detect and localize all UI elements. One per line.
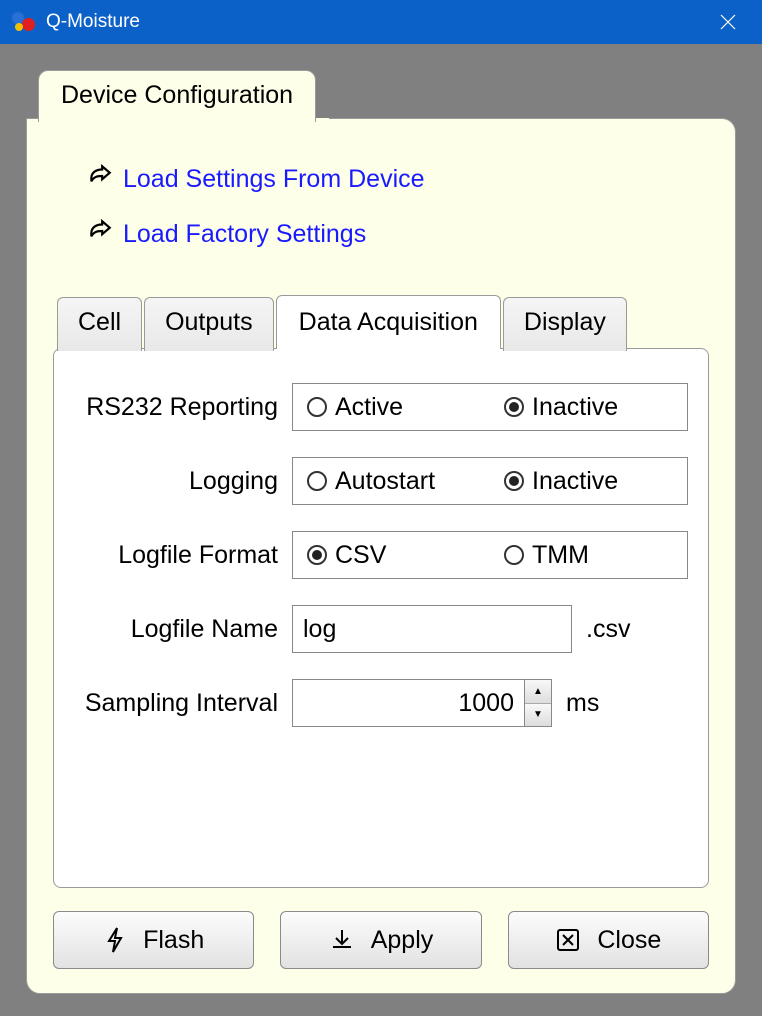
row-logname: Logfile Name .csv: [74, 605, 688, 653]
close-label: Close: [597, 926, 661, 955]
download-icon: [329, 927, 355, 953]
spinner-down-button[interactable]: ▼: [525, 704, 551, 727]
load-from-device-link[interactable]: Load Settings From Device: [87, 163, 709, 196]
client-area: Device Configuration Load Settings From …: [0, 44, 762, 1016]
logging-radio-group: Autostart Inactive: [292, 457, 688, 505]
logging-autostart-label: Autostart: [335, 467, 435, 496]
button-bar: Flash Apply Close: [53, 911, 709, 969]
outer-tab-panel: Device Configuration Load Settings From …: [26, 70, 736, 994]
load-factory-label: Load Factory Settings: [123, 220, 366, 249]
titlebar: Q-Moisture: [0, 0, 762, 44]
sampling-suffix: ms: [566, 689, 599, 718]
window: Q-Moisture Device Configuration Load Set…: [0, 0, 762, 1016]
rs232-label: RS232 Reporting: [74, 393, 292, 422]
flash-icon: [103, 926, 127, 954]
radio-icon: [307, 397, 327, 417]
flash-label: Flash: [143, 926, 204, 955]
radio-icon: [504, 471, 524, 491]
logging-inactive-label: Inactive: [532, 467, 618, 496]
inner-tab-panel: Cell Outputs Data Acquisition Display RS…: [53, 295, 709, 889]
radio-icon: [504, 545, 524, 565]
logformat-csv-label: CSV: [335, 541, 386, 570]
rs232-radio-active[interactable]: Active: [293, 393, 490, 422]
tab-device-configuration[interactable]: Device Configuration: [38, 70, 316, 122]
row-logformat: Logfile Format CSV TMM: [74, 531, 688, 579]
logging-radio-autostart[interactable]: Autostart: [293, 467, 490, 496]
logformat-label: Logfile Format: [74, 541, 292, 570]
apply-button[interactable]: Apply: [280, 911, 481, 969]
load-factory-link[interactable]: Load Factory Settings: [87, 218, 709, 251]
close-icon: [720, 14, 736, 30]
close-window-button[interactable]: [706, 0, 750, 44]
logformat-radio-tmm[interactable]: TMM: [490, 541, 687, 570]
inner-tab-body: RS232 Reporting Active Inactive: [53, 348, 709, 888]
app-icon: [12, 10, 36, 34]
logformat-radio-csv[interactable]: CSV: [293, 541, 490, 570]
flash-button[interactable]: Flash: [53, 911, 254, 969]
logging-label: Logging: [74, 467, 292, 496]
rs232-radio-group: Active Inactive: [292, 383, 688, 431]
rs232-radio-inactive[interactable]: Inactive: [490, 393, 687, 422]
tab-data-acquisition[interactable]: Data Acquisition: [276, 295, 501, 349]
rs232-inactive-label: Inactive: [532, 393, 618, 422]
tab-display[interactable]: Display: [503, 297, 627, 351]
sampling-spinner: ▲ ▼: [292, 679, 552, 727]
spinner-up-button[interactable]: ▲: [525, 680, 551, 704]
logname-suffix: .csv: [586, 615, 630, 644]
window-title: Q-Moisture: [46, 11, 706, 33]
logname-label: Logfile Name: [74, 615, 292, 644]
radio-icon: [504, 397, 524, 417]
row-rs232: RS232 Reporting Active Inactive: [74, 383, 688, 431]
sampling-input[interactable]: [292, 679, 524, 727]
apply-label: Apply: [371, 926, 434, 955]
outer-tab-body: Load Settings From Device Load Factory S…: [26, 118, 736, 994]
share-icon: [87, 163, 113, 196]
radio-icon: [307, 545, 327, 565]
logname-input[interactable]: [292, 605, 572, 653]
tab-cell[interactable]: Cell: [57, 297, 142, 351]
sampling-label: Sampling Interval: [74, 689, 292, 718]
logging-radio-inactive[interactable]: Inactive: [490, 467, 687, 496]
radio-icon: [307, 471, 327, 491]
close-box-icon: [555, 927, 581, 953]
inner-tab-strip: Cell Outputs Data Acquisition Display: [57, 295, 709, 349]
spinner-buttons: ▲ ▼: [524, 679, 552, 727]
close-button[interactable]: Close: [508, 911, 709, 969]
share-icon: [87, 218, 113, 251]
load-from-device-label: Load Settings From Device: [123, 165, 425, 194]
row-logging: Logging Autostart Inactive: [74, 457, 688, 505]
tab-outputs[interactable]: Outputs: [144, 297, 274, 351]
rs232-active-label: Active: [335, 393, 403, 422]
row-sampling: Sampling Interval ▲ ▼ ms: [74, 679, 688, 727]
logformat-tmm-label: TMM: [532, 541, 589, 570]
logformat-radio-group: CSV TMM: [292, 531, 688, 579]
